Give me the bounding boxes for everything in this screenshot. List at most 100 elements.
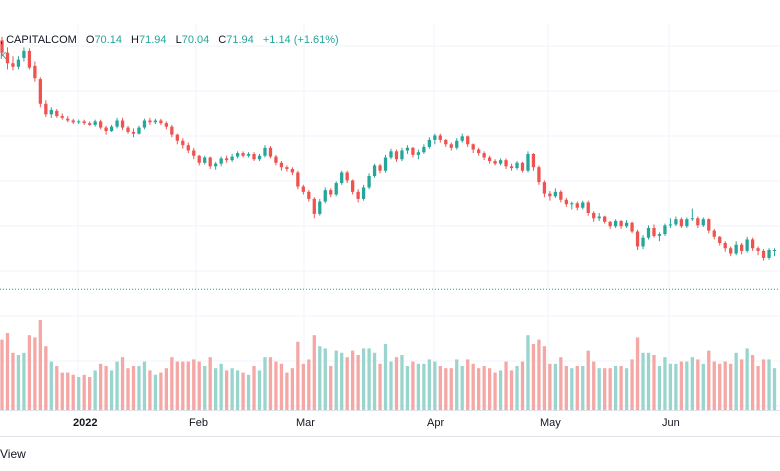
volume-bar — [307, 359, 311, 410]
volume-bar — [537, 339, 541, 410]
candle-body — [652, 227, 656, 236]
candle-body — [422, 146, 426, 153]
x-tick-label-mar: Mar — [296, 417, 315, 429]
candle-body — [340, 172, 344, 184]
footer-view-link[interactable]: View — [0, 447, 26, 461]
volume-bar — [164, 368, 169, 410]
candle-body — [712, 230, 716, 237]
volume-bar — [581, 366, 585, 410]
candle-body — [263, 147, 267, 156]
x-tick-label-may: May — [540, 417, 561, 429]
candle-body — [498, 160, 503, 164]
volume-bar — [230, 368, 234, 410]
candle-body — [444, 139, 448, 145]
candle-body — [504, 160, 508, 167]
candle-body — [570, 203, 574, 205]
volume-bar — [707, 350, 711, 410]
candle-body — [690, 218, 694, 220]
candle-body — [279, 162, 284, 168]
candle-body — [613, 220, 618, 227]
candle-body — [696, 218, 700, 226]
candle-body — [526, 153, 530, 171]
time-axis[interactable]: 2022 Feb Mar Apr May Jun — [0, 410, 780, 437]
candle-body — [405, 147, 410, 151]
footer-bar: View — [0, 436, 780, 471]
ohlc-legend: , CAPITALCOM O70.14 H71.94 L70.04 C71.94… — [0, 34, 339, 46]
low-value: 70.04 — [181, 34, 210, 46]
candle-body — [597, 216, 601, 219]
volume-bar — [93, 370, 97, 410]
volume-bar — [652, 355, 656, 410]
volume-bar — [383, 344, 388, 410]
volume-bar — [394, 357, 399, 410]
volume-bar — [400, 355, 404, 410]
volume-bar — [175, 361, 179, 410]
candle-body — [285, 167, 289, 169]
volume-bar — [367, 348, 371, 410]
volume-bar — [411, 361, 415, 410]
change-value: +1.14 (+1.61%) — [262, 34, 339, 46]
volume-bar — [416, 363, 421, 410]
volume-bar — [153, 374, 158, 410]
candle-body — [115, 120, 119, 127]
candle-body — [131, 131, 136, 134]
volume-bar — [312, 335, 316, 410]
volume-bar — [263, 357, 267, 410]
volume-bar — [613, 366, 618, 410]
volume-bar — [603, 368, 607, 410]
volume-bar — [345, 357, 349, 410]
candle-body — [224, 158, 229, 161]
volume-bar — [635, 337, 640, 410]
candle-body — [761, 250, 766, 258]
candle-body — [685, 219, 689, 227]
candle-body — [186, 145, 190, 151]
volume-bar — [553, 363, 558, 410]
candle-body — [312, 198, 316, 214]
candle-body — [559, 191, 563, 200]
candle-body — [509, 166, 514, 169]
volume-bar — [214, 368, 218, 410]
chart-area[interactable] — [0, 24, 780, 410]
candle-body — [11, 63, 15, 67]
candle-body — [361, 187, 366, 199]
candlestick-chart[interactable] — [0, 24, 780, 410]
volume-bar — [192, 359, 196, 410]
volume-bar — [33, 337, 37, 410]
candle-body — [411, 147, 415, 155]
volume-bar — [712, 361, 716, 410]
volume-bar — [82, 374, 86, 410]
candle-body — [427, 139, 431, 147]
candle-body — [635, 231, 640, 247]
volume-bar — [159, 372, 163, 410]
volume-bar — [252, 366, 256, 410]
volume-bar — [657, 366, 662, 410]
open-label: O — [85, 34, 95, 46]
candle-body — [466, 136, 470, 145]
volume-bar — [740, 359, 744, 410]
candle-body — [257, 155, 262, 160]
volume-bar — [405, 366, 410, 410]
volume-bar — [455, 359, 459, 410]
candle-body — [745, 239, 749, 251]
volume-bar — [723, 361, 727, 410]
candle-body — [71, 120, 75, 123]
volume-bar — [701, 363, 705, 410]
candle-body — [296, 172, 300, 187]
top-strip — [0, 0, 780, 24]
volume-bar — [120, 357, 125, 410]
volume-bar — [734, 352, 738, 410]
candle-body — [170, 126, 174, 135]
volume-bar — [170, 357, 174, 410]
volume-bar — [246, 374, 251, 410]
candle-body — [668, 224, 673, 226]
candle-body — [82, 121, 86, 124]
volume-bar — [772, 368, 777, 410]
candle-body — [301, 186, 305, 192]
candle-body — [230, 156, 234, 161]
volume-bar — [493, 372, 497, 410]
volume-bar — [219, 363, 223, 410]
candle-body — [104, 127, 108, 132]
candle-body — [38, 79, 42, 104]
volume-bar — [38, 320, 42, 410]
volume-bar — [756, 366, 760, 410]
